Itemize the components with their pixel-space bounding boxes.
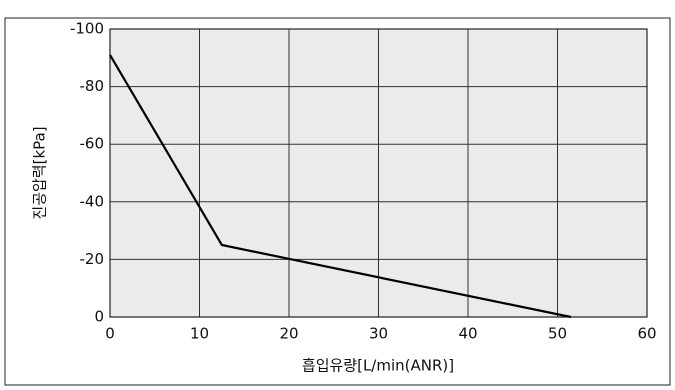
x-tick-label: 60 (637, 325, 656, 343)
y-tick-label: 0 (94, 308, 104, 326)
x-tick-label: 10 (190, 325, 209, 343)
y-axis-label: 진공압력[kPa] (31, 126, 49, 219)
y-tick-label: -80 (80, 77, 105, 95)
y-tick-label: -60 (80, 135, 105, 153)
line (109, 54, 572, 319)
y-tick-label: -100 (70, 20, 104, 38)
plot-border (109, 28, 648, 318)
x-tick-label: 0 (105, 325, 115, 343)
x-tick-label: 20 (279, 325, 298, 343)
x-tick-label: 50 (548, 325, 567, 343)
x-tick-label: 30 (369, 325, 388, 343)
y-tick-label: -20 (80, 250, 105, 268)
x-axis-label: 흡입유량[L/min(ANR)] (302, 357, 454, 375)
y-tick-label: -40 (80, 192, 105, 210)
x-tick-label: 40 (458, 325, 477, 343)
